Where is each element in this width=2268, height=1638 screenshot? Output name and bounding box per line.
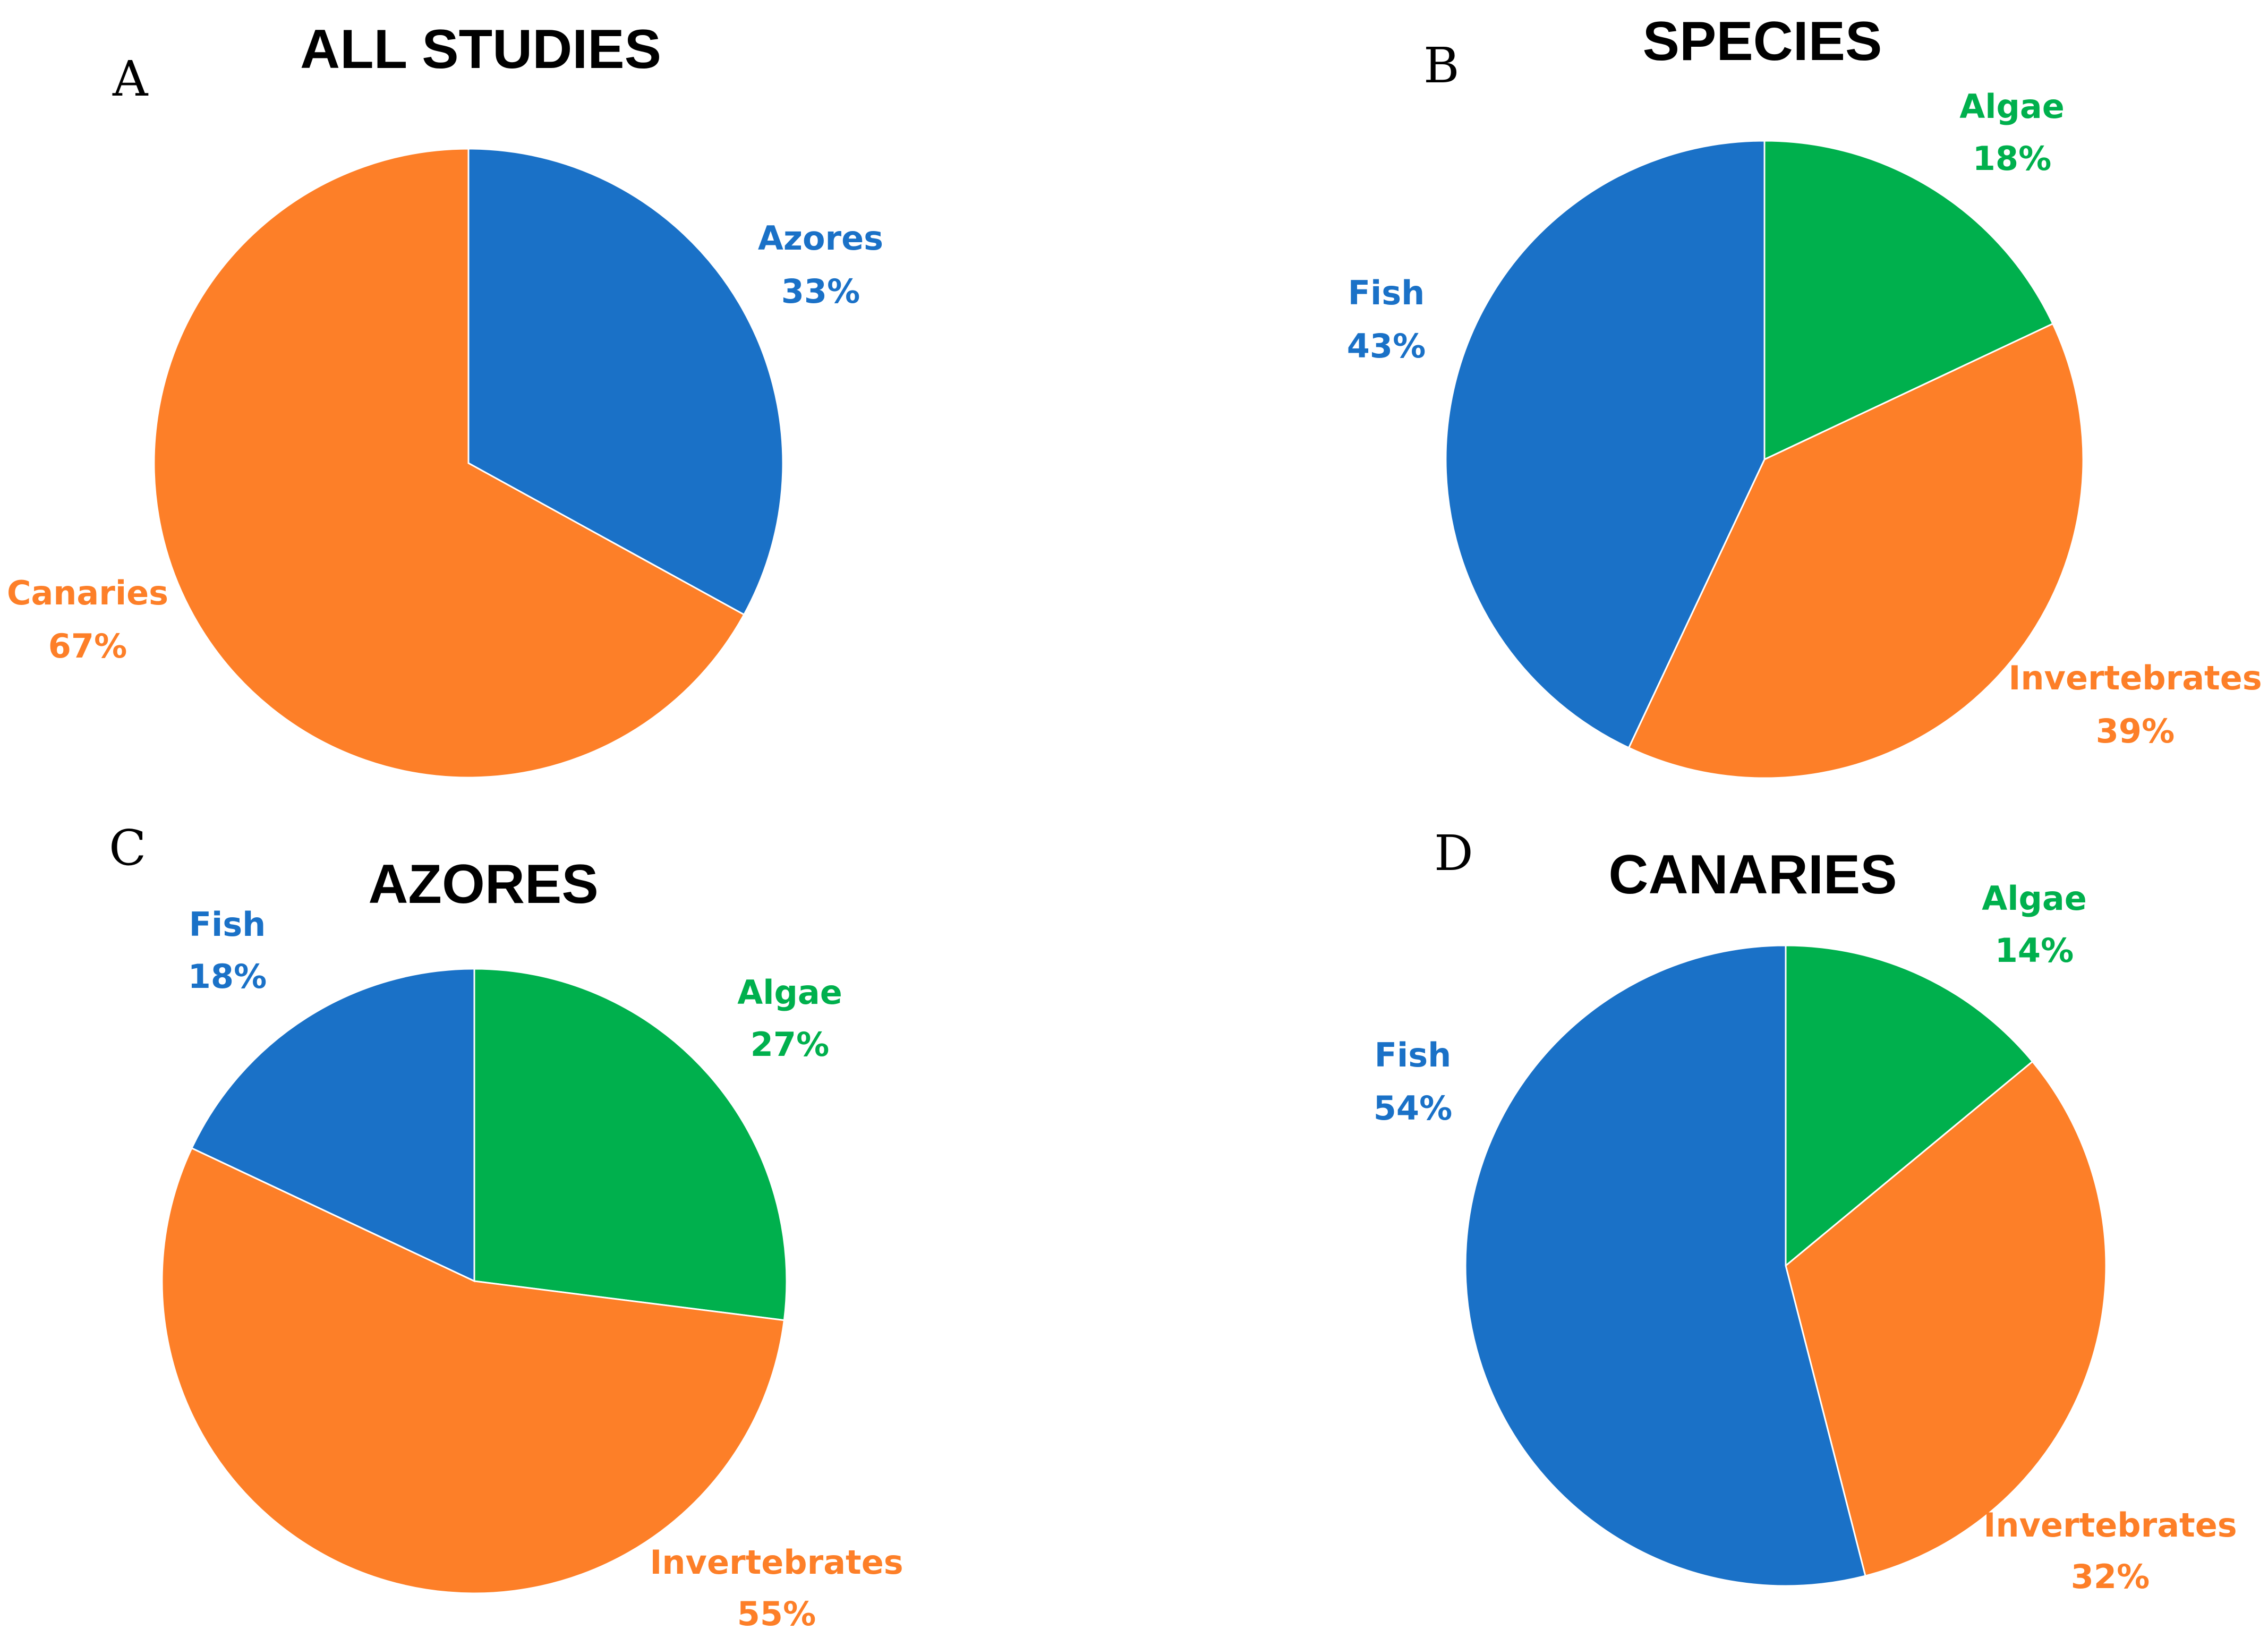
slice-invertebrates — [1627, 322, 2084, 779]
label-fish: Fish 43% — [1347, 274, 1426, 365]
slice-azores — [467, 148, 784, 616]
label-fish-percent: 18% — [188, 957, 267, 996]
label-invertebrates-percent: 32% — [2071, 1557, 2150, 1596]
panel-letter-b: B — [1423, 37, 1460, 94]
label-invertebrates: Invertebrates 39% — [2008, 659, 2262, 750]
pie-a — [153, 148, 784, 779]
slice-canaries — [153, 148, 745, 779]
label-algae-name: Algae — [1982, 879, 2087, 918]
label-canaries-percent: 67% — [48, 627, 127, 666]
label-algae-percent: 18% — [1973, 139, 2051, 178]
panel-c: C AZORES Algae 27% Invertebrates 55% Fis… — [109, 820, 903, 1633]
slice-algae — [1763, 140, 2054, 461]
chart-title-d: CANARIES — [1608, 844, 1897, 906]
slice-algae — [473, 968, 788, 1321]
label-canaries: Canaries 67% — [7, 574, 168, 666]
label-fish-percent: 54% — [1374, 1089, 1452, 1128]
chart-title-b: SPECIES — [1643, 11, 1882, 72]
label-algae-name: Algae — [737, 973, 842, 1012]
label-canaries-name: Canaries — [7, 574, 168, 612]
label-azores-percent: 33% — [781, 272, 860, 311]
slice-invertebrates — [161, 1147, 786, 1594]
label-invertebrates-name: Invertebrates — [1983, 1506, 2237, 1545]
pie-d — [1464, 944, 2107, 1587]
label-invertebrates-name: Invertebrates — [2008, 659, 2262, 697]
label-fish: Fish 54% — [1374, 1036, 1452, 1128]
slice-invertebrates — [1785, 1060, 2107, 1577]
label-invertebrates-percent: 39% — [2096, 712, 2175, 750]
label-invertebrates-name: Invertebrates — [650, 1543, 903, 1582]
label-invertebrates-percent: 55% — [737, 1594, 816, 1633]
chart-title-a: ALL STUDIES — [300, 19, 661, 80]
slice-fish — [190, 968, 475, 1283]
label-algae: Algae 27% — [737, 973, 842, 1064]
panel-b: B SPECIES Algae 18% Invertebrates 39% Fi… — [1347, 11, 2262, 779]
label-fish: Fish 18% — [188, 905, 267, 996]
panel-d: D CANARIES Algae 14% Invertebrates 32% F… — [1374, 825, 2237, 1596]
label-invertebrates: Invertebrates 55% — [650, 1543, 903, 1633]
label-algae-name: Algae — [1959, 87, 2065, 126]
label-fish-name: Fish — [1348, 274, 1425, 312]
panel-letter-d: D — [1434, 825, 1473, 882]
label-fish-name: Fish — [1375, 1036, 1452, 1074]
slice-fish — [1445, 140, 1766, 749]
label-invertebrates: Invertebrates 32% — [1983, 1506, 2237, 1596]
chart-title-c: AZORES — [368, 854, 598, 915]
pie-c — [161, 968, 788, 1594]
label-azores-name: Azores — [758, 219, 883, 258]
panel-letter-a: A — [112, 50, 149, 107]
label-fish-name: Fish — [189, 905, 266, 944]
slice-fish — [1464, 944, 1866, 1587]
slice-algae — [1785, 944, 2034, 1268]
label-fish-percent: 43% — [1347, 327, 1426, 365]
panel-a: A ALL STUDIES Azores 33% Canaries 67% — [7, 19, 883, 779]
label-algae-percent: 14% — [1995, 931, 2074, 970]
pie-b — [1445, 140, 2084, 779]
label-algae: Algae 18% — [1959, 87, 2065, 178]
panel-letter-c: C — [109, 820, 146, 876]
label-algae: Algae 14% — [1982, 879, 2087, 970]
label-azores: Azores 33% — [758, 219, 883, 311]
label-algae-percent: 27% — [751, 1025, 829, 1064]
